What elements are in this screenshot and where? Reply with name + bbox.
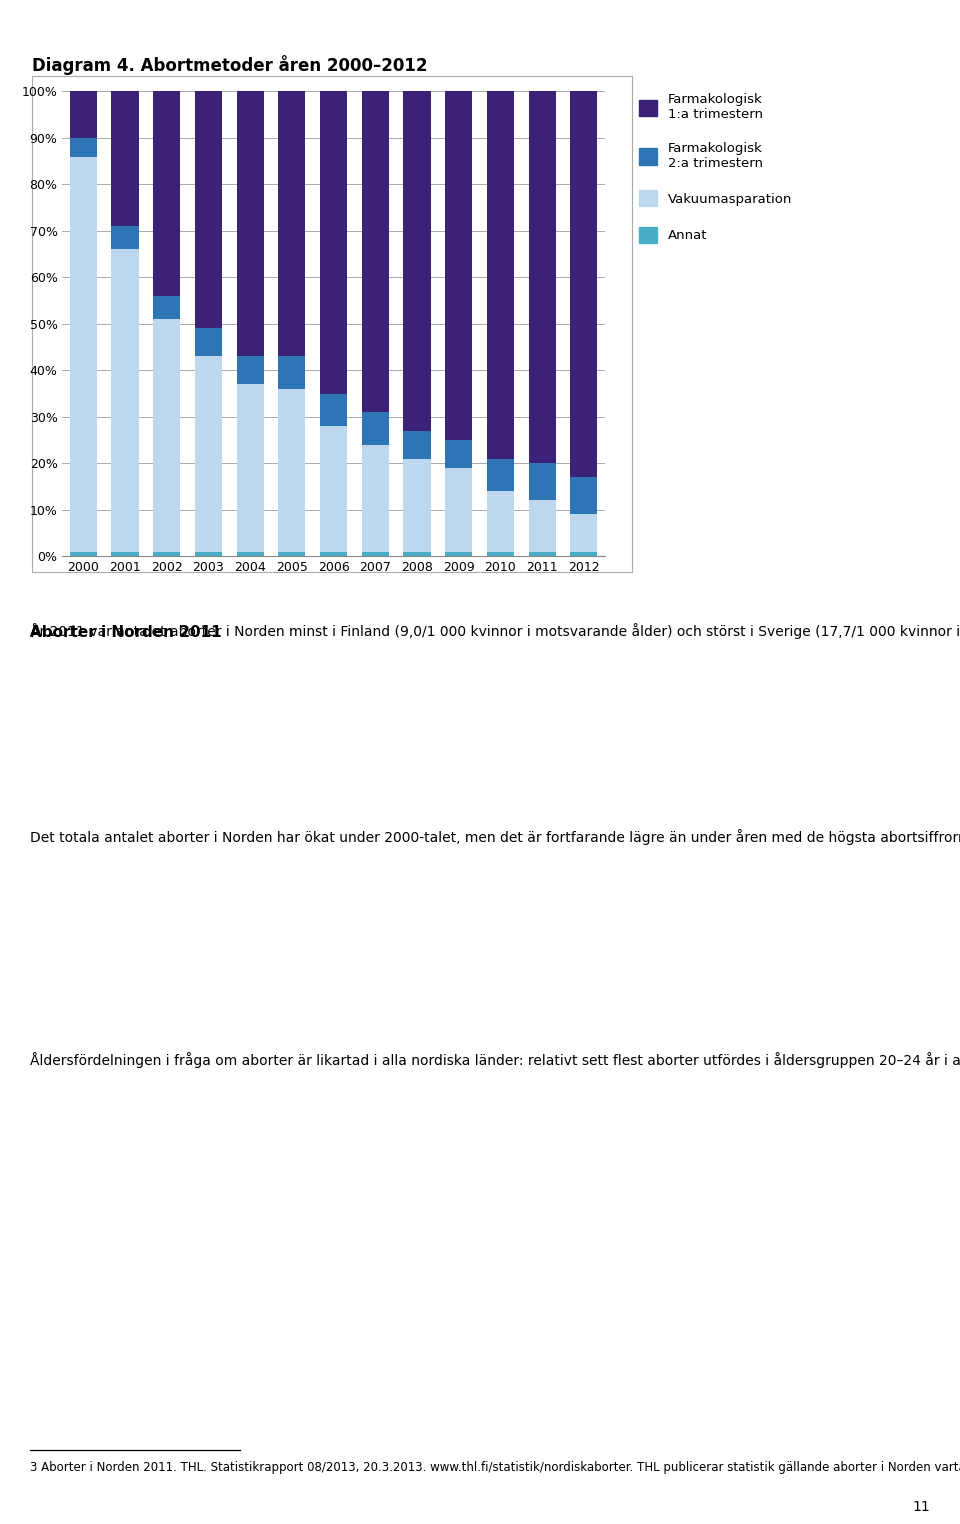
Bar [570, 477, 597, 515]
Bar [403, 91, 431, 431]
Bar [195, 357, 222, 552]
Bar [362, 91, 389, 411]
Text: 3 Aborter i Norden 2011. THL. Statistikrapport 08/2013, 20.3.2013. www.thl.fi/st: 3 Aborter i Norden 2011. THL. Statistikr… [30, 1460, 960, 1474]
Bar [487, 91, 514, 459]
Bar [154, 319, 180, 552]
Bar [529, 500, 556, 552]
Bar [320, 91, 348, 393]
Bar [111, 552, 138, 556]
Bar [362, 411, 389, 445]
Bar [445, 440, 472, 468]
Bar [154, 91, 180, 296]
Bar [154, 552, 180, 556]
Text: Det totala antalet aborter i Norden har ökat under 2000-talet, men det är fortfa: Det totala antalet aborter i Norden har … [30, 829, 960, 844]
Text: Aborter i Norden 2011: Aborter i Norden 2011 [30, 625, 222, 640]
Bar [487, 491, 514, 552]
Bar [236, 91, 264, 357]
Bar [195, 329, 222, 357]
Bar [362, 445, 389, 552]
Text: Diagram 4. Abortmetoder åren 2000–2012: Diagram 4. Abortmetoder åren 2000–2012 [32, 55, 427, 75]
Bar [70, 157, 97, 552]
Bar [445, 91, 472, 440]
Bar [70, 139, 97, 157]
Bar [362, 552, 389, 556]
Bar [570, 552, 597, 556]
Bar [111, 91, 138, 226]
Bar [445, 468, 472, 552]
Legend: Farmakologisk
1:a trimestern, Farmakologisk
2:a trimestern, Vakuumasparation, An: Farmakologisk 1:a trimestern, Farmakolog… [638, 93, 792, 242]
Bar [154, 296, 180, 319]
Bar [570, 91, 597, 477]
Bar [403, 431, 431, 459]
Bar [320, 552, 348, 556]
Bar [320, 393, 348, 427]
Bar [111, 250, 138, 552]
Bar [487, 459, 514, 491]
Bar [403, 552, 431, 556]
Bar [278, 91, 305, 357]
Bar [529, 91, 556, 463]
Bar [70, 552, 97, 556]
Bar [236, 384, 264, 552]
Bar [195, 552, 222, 556]
Bar [445, 552, 472, 556]
Bar [236, 552, 264, 556]
Bar [529, 463, 556, 500]
Bar [278, 552, 305, 556]
Bar [403, 459, 431, 552]
Text: Åldersfördelningen i fråga om aborter är likartad i alla nordiska länder: relati: Åldersfördelningen i fråga om aborter är… [30, 1052, 960, 1068]
Text: 11: 11 [912, 1500, 930, 1513]
Text: År 2011 var antalet aborter i Norden minst i Finland (9,0/1 000 kvinnor i motsva: År 2011 var antalet aborter i Norden min… [30, 623, 960, 640]
Bar [236, 357, 264, 384]
Bar [278, 389, 305, 552]
Bar [570, 515, 597, 552]
Bar [70, 91, 97, 139]
Bar [487, 552, 514, 556]
Bar [195, 91, 222, 329]
Bar [278, 357, 305, 389]
Bar [320, 427, 348, 552]
Bar [529, 552, 556, 556]
Bar [111, 226, 138, 250]
